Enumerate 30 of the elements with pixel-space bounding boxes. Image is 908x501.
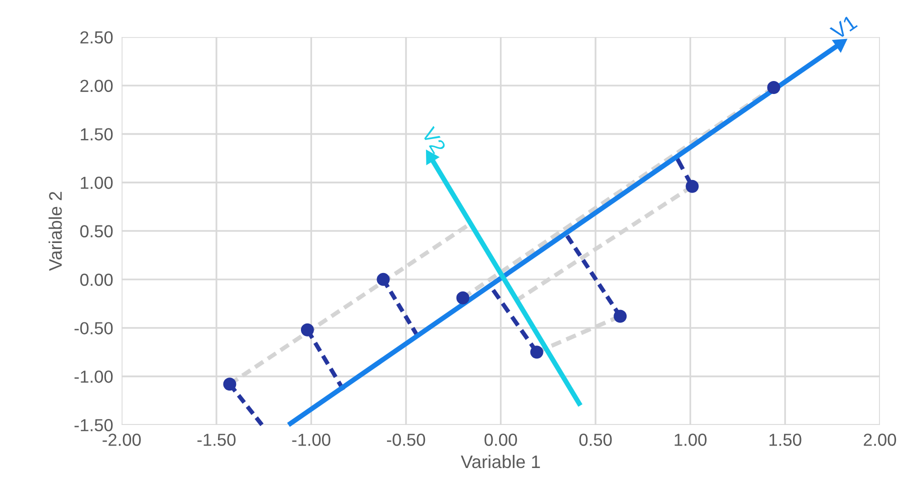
point <box>686 180 699 193</box>
x-tick-label: -2.00 <box>102 434 141 446</box>
point <box>530 346 544 359</box>
y-tick-label: 0.00 <box>80 274 113 286</box>
y-tick-label: -1.00 <box>74 370 113 383</box>
x-tick-label: 0.50 <box>579 434 612 446</box>
x-tick-label: 0.00 <box>484 434 517 446</box>
x-tick-label: -0.50 <box>386 434 426 446</box>
y-tick-label: -0.50 <box>74 322 113 334</box>
point <box>300 323 314 336</box>
y-tick-label: -1.50 <box>74 419 113 432</box>
point <box>456 291 470 304</box>
x-tick-label: 1.00 <box>674 434 707 446</box>
text: V1 <box>830 14 858 40</box>
x-tick-label: -1.50 <box>197 434 236 446</box>
point <box>376 272 390 286</box>
y-tick-label: 0.50 <box>80 225 113 238</box>
x-axis-title: Variable 1 <box>460 454 540 468</box>
y-axis-title: Variable 2 <box>48 192 62 271</box>
y-tick-label: 2.00 <box>80 80 113 92</box>
x-tick-label: -1.00 <box>292 434 330 446</box>
y-tick-label: 1.00 <box>80 176 113 189</box>
x-tick-label: 2.00 <box>864 434 896 446</box>
point <box>223 378 236 391</box>
point <box>767 80 780 94</box>
y-tick-label: 2.50 <box>80 31 113 44</box>
y-tick-label: 1.50 <box>80 128 113 140</box>
point <box>614 310 627 323</box>
text: V2 <box>421 126 446 154</box>
x-tick-label: 1.50 <box>770 434 802 446</box>
